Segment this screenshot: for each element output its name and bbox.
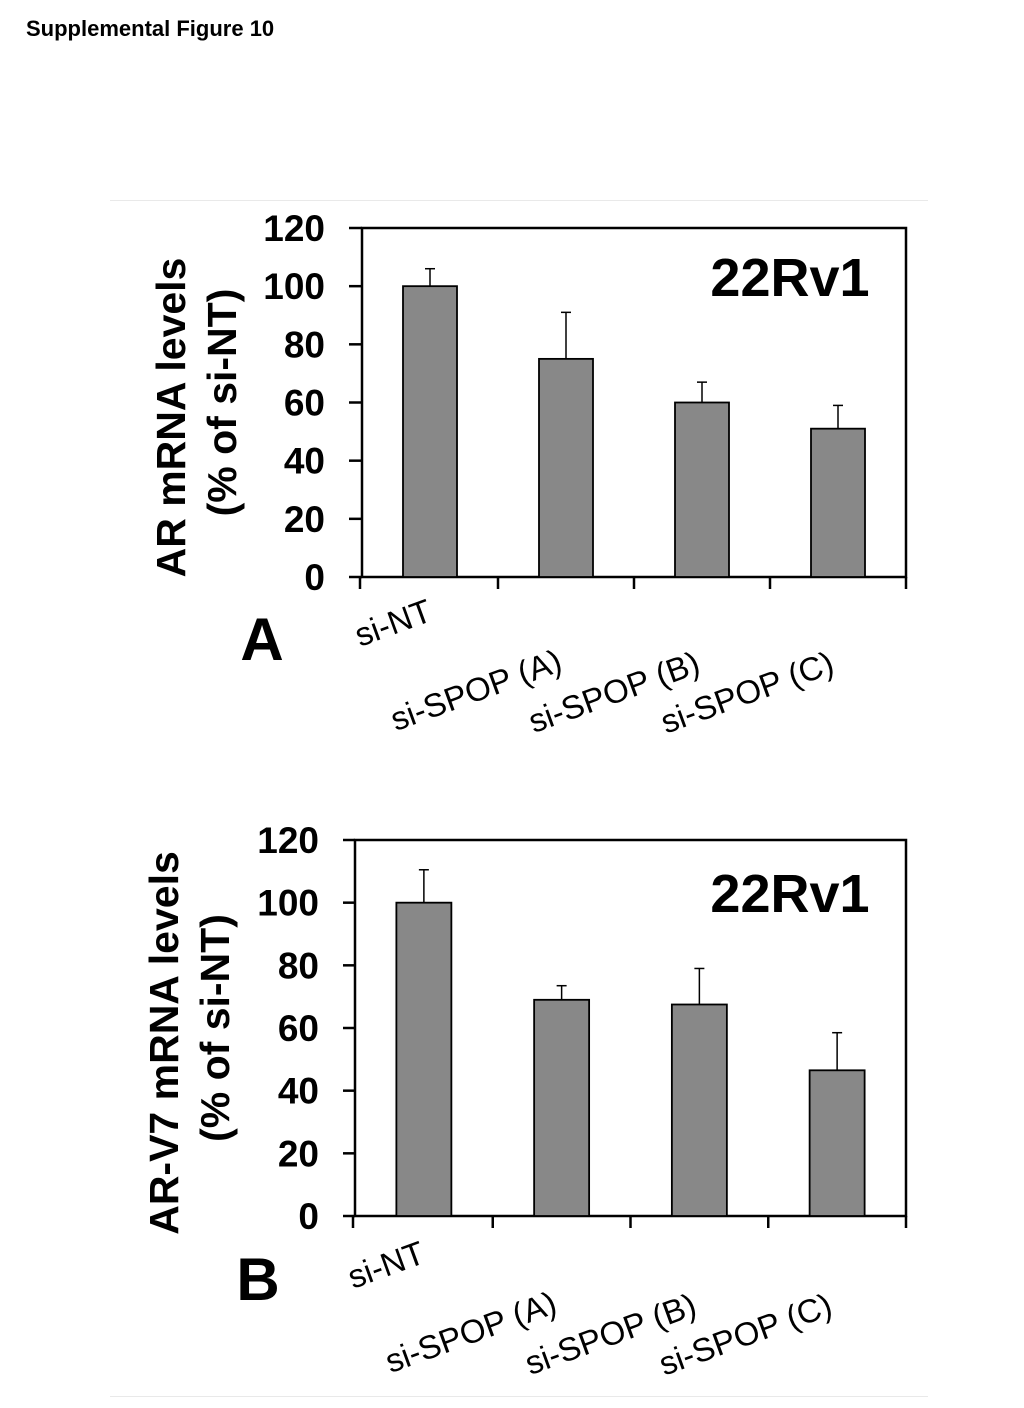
panel-label: B — [236, 1246, 279, 1313]
cell-line-annotation: 22Rv1 — [710, 864, 869, 924]
bar — [395, 901, 453, 1217]
figure-title: Supplemental Figure 10 — [26, 16, 275, 41]
y-tick-label: 80 — [284, 324, 325, 365]
cell-line-annotation: 22Rv1 — [710, 248, 869, 308]
bar — [674, 401, 730, 578]
y-axis-label: AR-V7 mRNA levels — [141, 851, 187, 1235]
y-tick-label: 120 — [257, 820, 319, 861]
y-tick-label: 40 — [278, 1071, 319, 1112]
y-tick-label: 100 — [263, 266, 325, 307]
y-tick-label: 0 — [298, 1196, 319, 1237]
y-tick-label: 60 — [278, 1008, 319, 1049]
bar — [810, 427, 866, 578]
y-axis-label-units: (% of si-NT) — [192, 914, 238, 1142]
y-axis-label: AR mRNA levels — [148, 258, 194, 578]
divider-bottom — [110, 1396, 928, 1397]
x-category-label: si-NT — [343, 1234, 430, 1296]
y-axis-label-units: (% of si-NT) — [199, 289, 245, 517]
bar — [402, 285, 458, 578]
y-tick-label: 20 — [284, 499, 325, 540]
y-tick-label: 0 — [304, 557, 325, 598]
bar — [533, 998, 591, 1217]
panel-label: A — [240, 606, 283, 673]
y-tick-label: 60 — [284, 383, 325, 424]
y-tick-label: 40 — [284, 441, 325, 482]
y-tick-label: 100 — [257, 883, 319, 924]
bar — [670, 1003, 728, 1217]
y-tick-label: 20 — [278, 1133, 319, 1174]
y-tick-label: 120 — [263, 208, 325, 249]
divider-top — [110, 200, 928, 201]
bar — [538, 357, 594, 578]
bar — [808, 1069, 866, 1217]
x-category-label: si-NT — [350, 592, 437, 654]
y-tick-label: 80 — [278, 945, 319, 986]
